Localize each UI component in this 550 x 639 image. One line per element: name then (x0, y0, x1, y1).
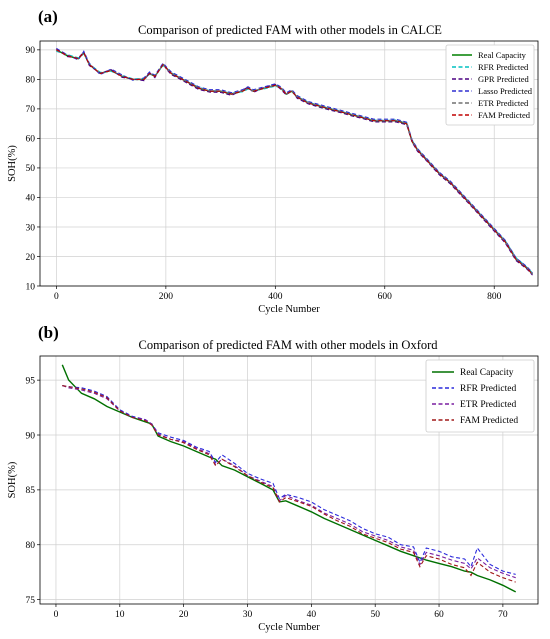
y-tick-label: 85 (26, 486, 36, 496)
y-tick-label: 10 (26, 282, 36, 292)
x-tick-label: 600 (378, 292, 393, 302)
x-tick-label: 50 (370, 610, 380, 620)
y-tick-label: 95 (26, 376, 36, 386)
y-tick-label: 80 (26, 76, 36, 86)
series-line-rfr-predicted (56, 50, 533, 274)
x-axis-label-a: Cycle Number (258, 304, 320, 315)
y-tick-label: 90 (26, 46, 36, 56)
y-axis-label-a: SOH(%) (7, 145, 18, 182)
chart-title-a: Comparison of predicted FAM with other m… (138, 23, 442, 37)
x-tick-label: 800 (487, 292, 502, 302)
x-tick-label: 400 (268, 292, 283, 302)
plot-frame-a (39, 40, 539, 287)
y-tick-label: 50 (26, 164, 36, 174)
plot-frame-b (39, 355, 539, 605)
series-line-real-capacity (61, 364, 517, 593)
legend-label: ETR Predicted (478, 98, 529, 108)
chart-panel-b: (b) Comparison of predicted FAM with oth… (7, 323, 539, 633)
x-tick-label: 0 (54, 292, 59, 302)
y-tick-label: 90 (26, 431, 36, 441)
y-tick-label: 70 (26, 105, 36, 115)
x-tick-label: 200 (159, 292, 174, 302)
legend-b: Real Capacity RFR Predicted ETR Predicted F… (425, 359, 535, 433)
legend-label: RFR Predicted (478, 62, 529, 72)
y-tick-label: 30 (26, 223, 36, 233)
x-tick-label: 70 (498, 610, 508, 620)
legend-label: ETR Predicted (460, 400, 516, 410)
y-axis-label-b: SOH(%) (7, 461, 18, 498)
panel-label-a: (a) (38, 7, 58, 26)
y-tick-label: 40 (26, 194, 36, 204)
legend-a: Real Capacity RFR Predicted GPR Predicted L… (445, 44, 535, 126)
ticks-b: 0 10 20 30 40 50 60 70 75 80 85 90 95 (26, 376, 508, 620)
legend-label: GPR Predicted (478, 74, 530, 84)
x-axis-label-b: Cycle Number (258, 622, 320, 633)
series-group-a (56, 47, 534, 276)
series-line-fam-predicted (56, 49, 533, 275)
legend-label: Lasso Predicted (478, 86, 533, 96)
x-tick-label: 0 (54, 610, 59, 620)
chart-title-b: Comparison of predicted FAM with other m… (138, 338, 438, 352)
x-tick-label: 60 (434, 610, 444, 620)
y-tick-label: 20 (26, 253, 36, 263)
panel-label-b: (b) (38, 323, 59, 342)
y-tick-label: 80 (26, 541, 36, 551)
series-group-b (61, 364, 517, 593)
series-line-fam-predicted (62, 385, 516, 583)
x-tick-label: 20 (179, 610, 189, 620)
series-line-rfr-predicted (62, 385, 516, 575)
legend-label: FAM Predicted (478, 110, 531, 120)
legend-box (445, 44, 535, 126)
legend-box (425, 359, 535, 433)
ticks-a: 0 200 400 600 800 10 20 30 40 50 60 70 80 90 (26, 46, 502, 302)
x-tick-label: 40 (307, 610, 317, 620)
x-tick-label: 30 (243, 610, 253, 620)
chart-panel-a: (a) Comparison of predicted FAM with oth… (7, 7, 539, 315)
x-tick-label: 10 (115, 610, 125, 620)
legend-label: Real Capacity (460, 368, 514, 378)
legend-label: Real Capacity (478, 50, 527, 60)
y-tick-label: 75 (26, 596, 36, 606)
legend-label: RFR Predicted (460, 384, 516, 394)
y-tick-label: 60 (26, 135, 36, 145)
legend-label: FAM Predicted (460, 416, 518, 426)
series-line-gpr-predicted (56, 48, 533, 276)
grid-b (40, 356, 538, 604)
